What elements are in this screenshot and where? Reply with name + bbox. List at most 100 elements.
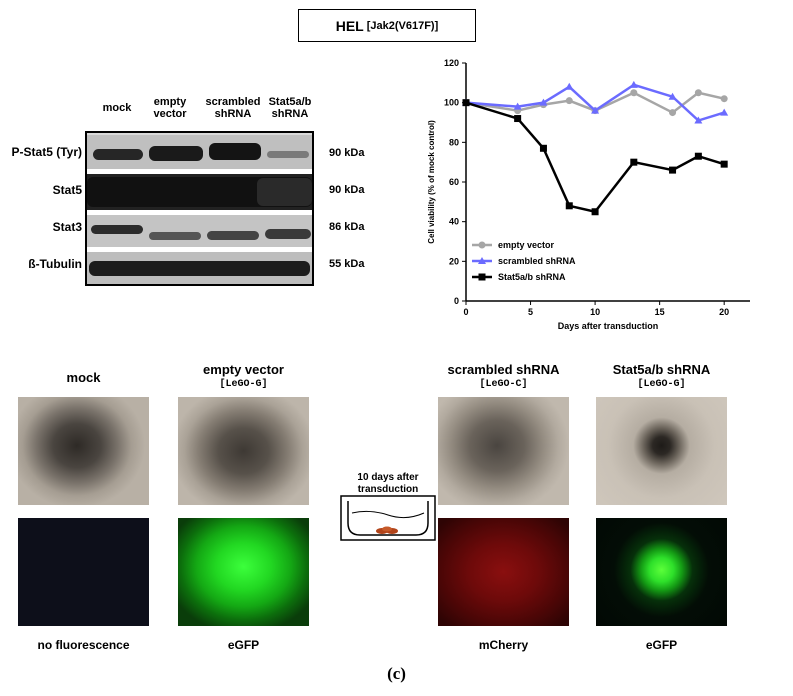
row-label-pstat5: P-Stat5 (Tyr) — [11, 145, 82, 159]
kda-tubulin: 55 kDa — [329, 258, 365, 270]
x-tick-label: 5 — [528, 307, 533, 317]
kda-stat3: 86 kDa — [329, 221, 365, 233]
series-line-2 — [465, 101, 725, 214]
x-tick-label: 10 — [590, 307, 600, 317]
blot-strip-stat3 — [87, 215, 312, 247]
brightfield-image-mock — [18, 397, 149, 505]
fluorescence-footer-stat5ab: eGFP — [645, 638, 678, 652]
fluorescence-image-scrambled — [438, 518, 569, 626]
row-label-stat3: Stat3 — [52, 220, 82, 234]
kda-stat5: 90 kDa — [329, 184, 365, 196]
fluorescence-footer-mock: no fluorescence — [37, 638, 130, 652]
data-point — [720, 95, 728, 103]
y-tick-label: 80 — [449, 137, 459, 147]
y-axis-label: Cell viability (% of mock control) — [427, 120, 436, 244]
data-point — [668, 92, 677, 100]
data-point — [694, 152, 702, 160]
blot-strip-pstat5 — [87, 135, 312, 169]
y-tick-label: 40 — [449, 217, 459, 227]
legend-label: Stat5a/b shRNA — [498, 272, 566, 282]
blot-band — [267, 151, 309, 158]
legend-marker — [478, 241, 486, 249]
x-axis-label: Days after transduction — [558, 321, 659, 331]
data-point — [630, 89, 638, 97]
blot-band — [91, 225, 143, 234]
viability-line-chart: 0 20 40 60 80 100 120 0 5 10 15 20 Days after transd… — [427, 58, 750, 331]
data-point — [514, 115, 522, 123]
dish-bowl — [347, 501, 429, 536]
data-point — [591, 208, 599, 216]
condition-header-stat5ab: Stat5a/b shRNA — [612, 362, 711, 377]
y-tick-label: 100 — [444, 98, 459, 108]
lane-header-empty-vector: empty vector — [153, 96, 187, 120]
colony-blob — [382, 526, 392, 532]
fluorescence-image-stat5ab — [596, 518, 727, 626]
incubation-label: 10 days after transduction — [357, 472, 419, 495]
y-tick-label: 120 — [444, 58, 459, 68]
blot-band — [149, 232, 201, 240]
fluorescence-footer-empty-vector: eGFP — [227, 638, 260, 652]
blot-band — [265, 229, 311, 239]
y-tick-label: 60 — [449, 177, 459, 187]
cell-line-label: HEL — [335, 17, 364, 34]
brightfield-image-empty-vector — [178, 397, 309, 505]
row-label-stat5: Stat5 — [52, 183, 82, 197]
brightfield-image-scrambled — [438, 397, 569, 505]
brightfield-image-stat5ab — [596, 397, 727, 505]
condition-vector-stat5ab: [LeGO-G] — [637, 379, 686, 390]
data-point — [629, 80, 638, 88]
legend-marker — [478, 273, 486, 281]
dish-frame — [340, 495, 436, 541]
data-point — [513, 102, 522, 110]
fluorescence-footer-scrambled: mCherry — [478, 638, 529, 652]
cell-line-title-box: HEL [Jak2(V617F)] — [298, 9, 476, 42]
blot-band — [89, 261, 310, 276]
blot-band — [209, 143, 261, 160]
blot-separator — [87, 169, 312, 174]
data-point — [539, 144, 547, 152]
culture-dish-diagram — [340, 495, 436, 541]
lane-header-mock: mock — [102, 102, 132, 114]
condition-header-scrambled: scrambled shRNA — [447, 362, 560, 377]
kda-pstat5: 90 kDa — [329, 147, 365, 159]
blot-band — [207, 231, 259, 240]
data-point — [669, 166, 677, 174]
data-point — [565, 82, 574, 90]
data-point — [539, 98, 548, 106]
panel-label: (c) — [387, 664, 406, 683]
row-label-tubulin: ß-Tubulin — [28, 257, 82, 271]
y-tick-label: 20 — [449, 256, 459, 266]
y-tick-label: 0 — [454, 296, 459, 306]
medium-surface — [351, 510, 425, 519]
legend-label: empty vector — [498, 240, 555, 250]
condition-header-empty-vector: empty vector — [203, 362, 284, 377]
legend-label: scrambled shRNA — [498, 256, 576, 266]
condition-vector-empty-vector: [LeGO-G] — [219, 379, 268, 390]
x-tick-label: 20 — [719, 307, 729, 317]
blot-band — [149, 146, 203, 161]
blot-strip-stat5 — [87, 174, 312, 210]
data-point — [694, 116, 703, 124]
lane-header-scrambled: scrambled shRNA — [205, 96, 261, 120]
data-point — [565, 97, 573, 105]
legend-marker — [478, 257, 486, 264]
x-tick-label: 15 — [655, 307, 665, 317]
data-point — [720, 160, 728, 168]
blot-separator — [87, 247, 312, 252]
blot-separator — [87, 210, 312, 215]
data-point — [694, 89, 702, 97]
data-point — [720, 108, 729, 116]
western-blot — [85, 131, 314, 286]
lane-header-stat5ab: Stat5a/b shRNA — [268, 96, 312, 120]
fluorescence-image-empty-vector — [178, 518, 309, 626]
data-point — [591, 106, 600, 114]
condition-vector-scrambled: [LeGO-C] — [479, 379, 528, 390]
condition-header-mock: mock — [66, 370, 101, 385]
mutation-label: [Jak2(V617F)] — [366, 19, 439, 32]
x-tick-label: 0 — [463, 307, 468, 317]
fluorescence-image-mock — [18, 518, 149, 626]
data-point — [630, 158, 638, 166]
blot-band — [93, 149, 143, 160]
blot-strip-tubulin — [87, 252, 312, 284]
data-point — [565, 202, 573, 210]
